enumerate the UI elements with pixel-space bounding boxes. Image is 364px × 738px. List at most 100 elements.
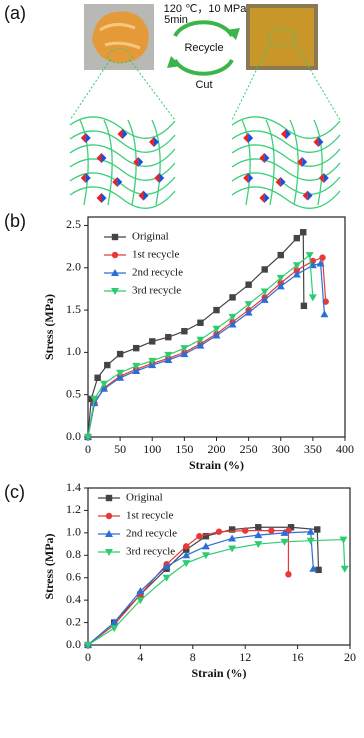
crosslink-red <box>96 193 102 203</box>
arrowhead <box>167 56 181 68</box>
polymer-chain <box>231 116 341 139</box>
polymer-chain <box>69 130 176 153</box>
data-point <box>162 574 171 582</box>
data-point <box>116 373 125 381</box>
data-point <box>228 320 237 328</box>
series-line <box>87 526 320 646</box>
data-point <box>316 259 325 267</box>
crosslink-blue <box>264 153 270 163</box>
data-point <box>306 527 315 535</box>
polymer-chain <box>241 119 251 206</box>
data-point <box>300 229 307 236</box>
polymer-chain <box>103 119 113 206</box>
legend-marker <box>111 251 119 259</box>
legend-label: 2nd recycle <box>132 267 183 279</box>
data-point <box>309 564 318 572</box>
legend-label: 1st recycle <box>132 249 179 261</box>
data-point <box>182 560 191 568</box>
data-point <box>254 541 263 549</box>
data-point <box>268 527 275 534</box>
crosslink-red <box>80 173 86 183</box>
crosslink-blue <box>154 137 159 147</box>
sample-photo-left <box>84 4 154 70</box>
legend-marker <box>111 269 119 276</box>
data-point <box>254 531 263 539</box>
panel-label: (c) <box>4 482 25 502</box>
arrowhead <box>226 28 240 40</box>
data-point <box>132 362 141 370</box>
crosslink-blue <box>248 173 254 183</box>
crosslink-blue <box>101 193 107 203</box>
crosslink-red <box>133 157 139 167</box>
crosslink-red <box>154 173 160 183</box>
polymer-chain <box>231 144 341 167</box>
data-point <box>277 251 284 259</box>
data-point <box>132 367 141 374</box>
x-tick-label: 12 <box>239 650 251 664</box>
data-point <box>215 528 223 535</box>
crosslink-red <box>117 129 123 139</box>
data-point <box>116 350 124 358</box>
data-point <box>260 295 269 303</box>
panel-label: (b) <box>4 211 26 231</box>
data-point <box>245 281 252 288</box>
data-point <box>293 267 301 274</box>
network <box>69 116 341 209</box>
data-point <box>244 301 253 309</box>
x-tick-label: 350 <box>304 442 322 456</box>
sample-photo-right <box>246 4 318 70</box>
legend-marker <box>105 494 113 502</box>
legend-label: Original <box>132 231 169 243</box>
data-point <box>110 625 119 633</box>
crosslink-blue <box>143 190 149 201</box>
legend-label: Original <box>126 492 163 504</box>
data-point <box>182 551 191 559</box>
crosslink-red <box>318 173 324 183</box>
x-tick-label: 0 <box>85 442 91 456</box>
y-tick-label: 1.0 <box>66 344 81 358</box>
crosslink-red <box>313 137 319 147</box>
x-tick-label: 20 <box>344 650 356 664</box>
crosslink-red <box>138 190 144 201</box>
data-point <box>315 566 322 574</box>
cut-text: Cut <box>195 79 212 91</box>
polymer-chain <box>231 130 341 153</box>
data-point <box>94 374 101 381</box>
crosslink-blue <box>85 173 91 183</box>
y-tick-label: 0.0 <box>66 429 81 443</box>
data-point <box>276 282 285 290</box>
y-axis-title: Stress (MPa) <box>42 533 56 599</box>
y-tick-label: 1.2 <box>66 502 81 516</box>
data-point <box>229 294 236 301</box>
x-tick-label: 200 <box>208 442 226 456</box>
data-point <box>308 294 317 302</box>
data-point <box>309 257 317 265</box>
data-point <box>255 524 262 531</box>
data-point <box>116 369 125 377</box>
crosslink-blue <box>302 157 308 167</box>
data-point <box>84 434 92 441</box>
data-point <box>201 542 210 550</box>
crosslink-red <box>149 137 154 147</box>
data-point <box>165 333 172 341</box>
data-point <box>300 302 308 310</box>
data-point <box>104 361 111 369</box>
x-tick-label: 0 <box>85 650 91 664</box>
y-tick-label: 0.5 <box>66 386 81 400</box>
crosslink-blue <box>159 173 165 183</box>
series-line <box>87 262 326 438</box>
data-point <box>162 562 171 570</box>
data-point <box>319 254 326 261</box>
crosslink-red <box>302 190 308 201</box>
crosslink-red <box>80 133 86 143</box>
x-tick-label: 150 <box>175 442 193 456</box>
data-point <box>261 266 268 273</box>
y-tick-label: 1.4 <box>66 480 81 494</box>
x-tick-label: 100 <box>143 442 161 456</box>
time-text: 5min <box>164 14 188 26</box>
data-point <box>180 345 189 353</box>
plot-frame <box>87 487 351 646</box>
data-point <box>280 538 289 546</box>
crosslink-red <box>112 177 118 187</box>
